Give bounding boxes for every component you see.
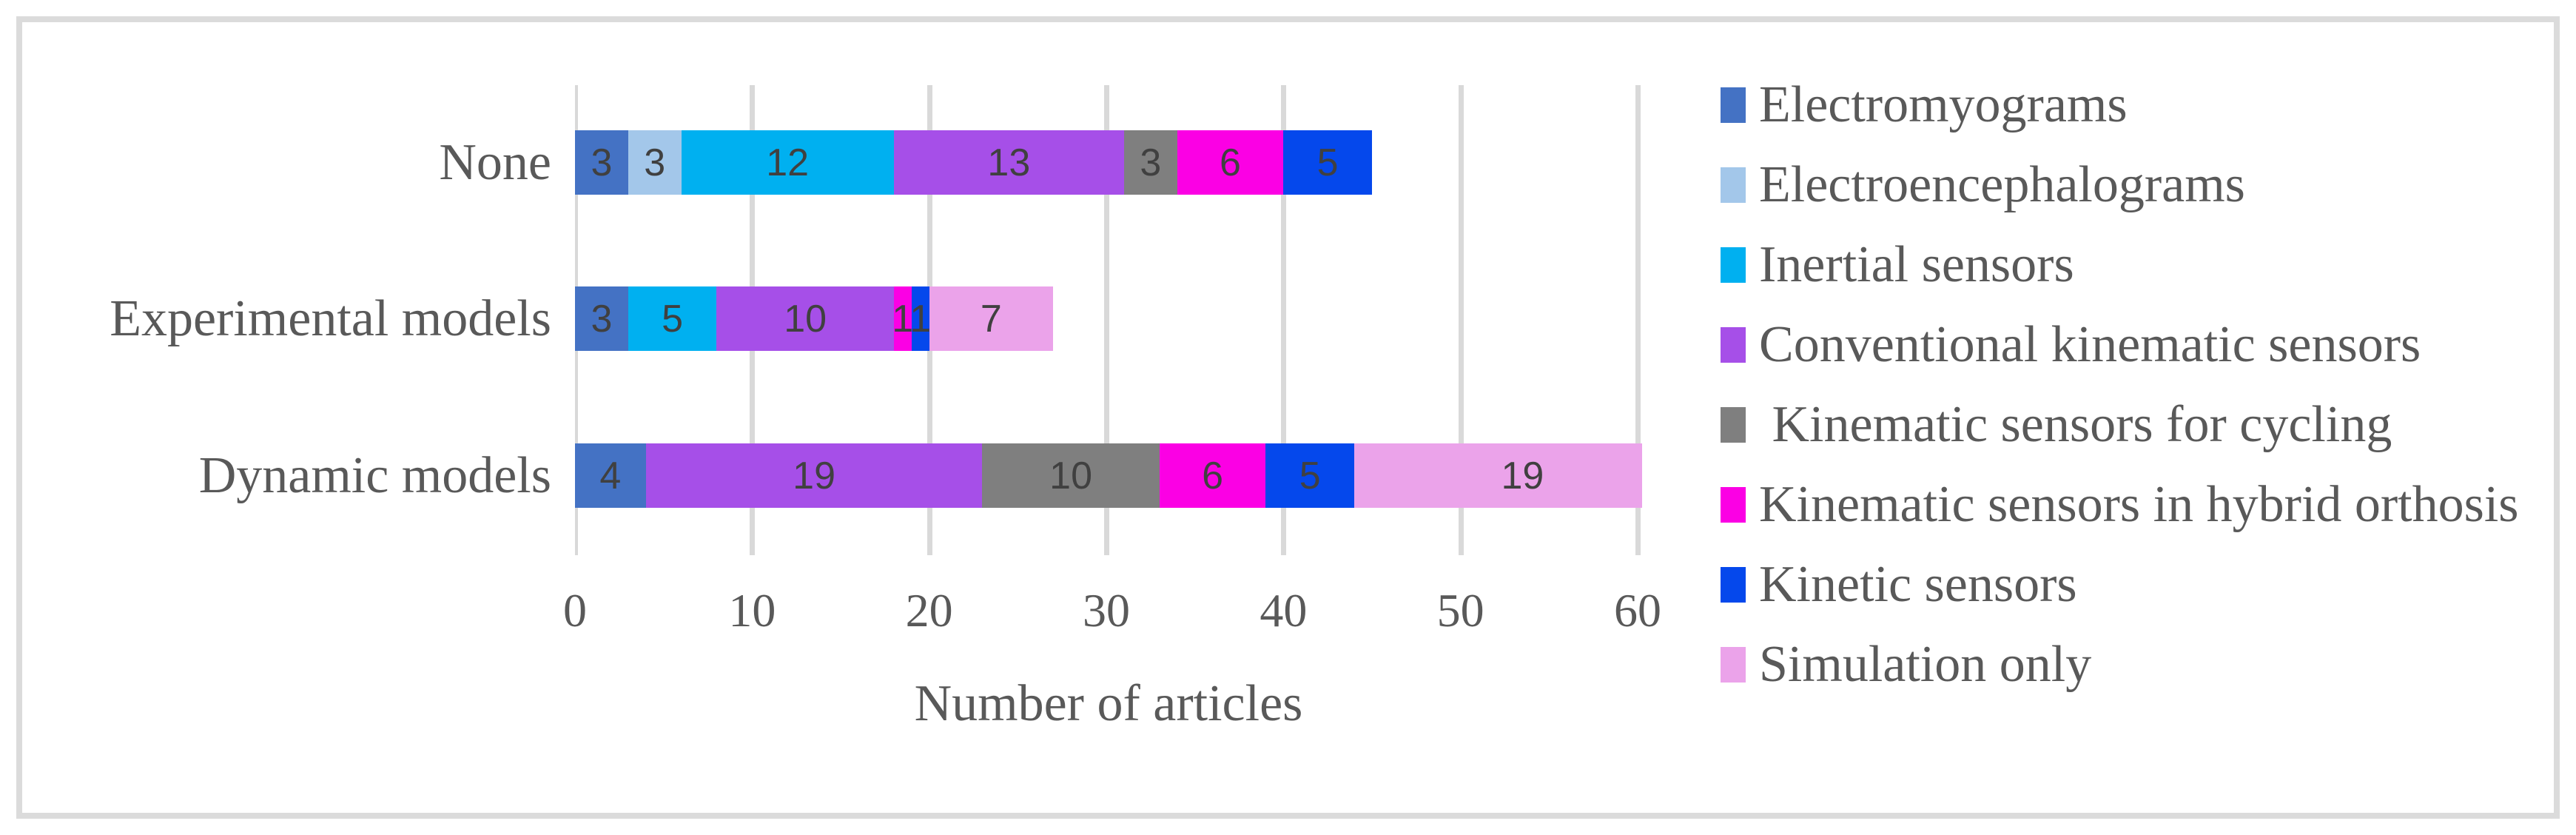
- bar-segment: 13: [893, 130, 1124, 195]
- gridline-x-40: [1281, 85, 1287, 555]
- bar-segment-label: 19: [1501, 454, 1544, 497]
- bar-segment: 3: [575, 286, 628, 351]
- legend-item: Conventional kinematic sensors: [1721, 305, 2519, 385]
- bar-segment-label: 3: [1140, 141, 1162, 184]
- category-label: Experimental models: [110, 289, 551, 347]
- legend-label: Simulation only: [1759, 636, 2092, 693]
- bar-segment-label: 6: [1202, 454, 1224, 497]
- x-tick-label: 20: [905, 584, 953, 637]
- bar-segment: 3: [575, 130, 628, 195]
- bar-segment: 12: [681, 130, 894, 195]
- bar-segment: 5: [1283, 130, 1372, 195]
- legend-swatch-icon: [1721, 567, 1746, 603]
- bar-segment-label: 13: [987, 141, 1031, 184]
- legend-item: Kinematic sensors for cycling: [1721, 385, 2519, 465]
- bar-segment: 3: [628, 130, 682, 195]
- bar-segment: 5: [1265, 443, 1355, 508]
- bar-row: 3 5 10 1 1 7: [575, 286, 1054, 351]
- x-tick-label: 40: [1260, 584, 1308, 637]
- x-tick-label: 30: [1083, 584, 1130, 637]
- bar-segment-label: 3: [591, 297, 613, 341]
- bar-segment-label: 3: [591, 141, 613, 184]
- bar-segment: 5: [628, 286, 717, 351]
- legend-label: Kinematic sensors for cycling: [1759, 396, 2392, 453]
- bar-segment: 3: [1123, 130, 1177, 195]
- bar-segment: 10: [982, 443, 1160, 508]
- gridline-x-30: [1104, 85, 1109, 555]
- legend-label: Electroencephalograms: [1759, 156, 2245, 213]
- plot-area: 3 3 12 13 3 6 5 3 5 10 1 1 7 4 19 10 6 5 19: [575, 85, 1642, 555]
- legend-item: Electromyograms: [1721, 65, 2519, 145]
- bar-segment: 10: [716, 286, 894, 351]
- gridline-x-60: [1635, 85, 1641, 555]
- legend-swatch-icon: [1721, 167, 1746, 203]
- bar-segment-label: 5: [1316, 141, 1339, 184]
- bar-row: 3 3 12 13 3 6 5: [575, 130, 1372, 195]
- legend-label: Electromyograms: [1759, 76, 2128, 133]
- legend-label: Kinematic sensors in hybrid orthosis: [1759, 476, 2519, 533]
- legend-swatch-icon: [1721, 247, 1746, 283]
- legend-item: Electroencephalograms: [1721, 145, 2519, 225]
- x-tick-label: 10: [728, 584, 776, 637]
- bar-segment: 1: [892, 286, 914, 351]
- bar-segment: 6: [1177, 130, 1284, 195]
- legend-swatch-icon: [1721, 87, 1746, 123]
- legend-swatch-icon: [1721, 647, 1746, 683]
- x-tick-label: 0: [563, 584, 587, 637]
- legend-label: Conventional kinematic sensors: [1759, 316, 2421, 373]
- bar-segment: 7: [929, 286, 1054, 351]
- x-axis-title: Number of articles: [914, 675, 1303, 732]
- bar-segment: 1: [909, 286, 932, 351]
- bar-row: 4 19 10 6 5 19: [575, 443, 1642, 508]
- legend-swatch-icon: [1721, 487, 1746, 523]
- legend-swatch-icon: [1721, 407, 1746, 443]
- x-tick-label: 50: [1436, 584, 1484, 637]
- x-tick-label: 60: [1614, 584, 1661, 637]
- bar-segment-label: 7: [980, 297, 1002, 341]
- legend-item: Kinematic sensors in hybrid orthosis: [1721, 465, 2519, 545]
- bar-segment-label: 12: [766, 141, 810, 184]
- bar-segment: 19: [1354, 443, 1642, 508]
- bar-segment-label: 19: [793, 454, 835, 497]
- legend-label: Inertial sensors: [1759, 236, 2074, 293]
- bar-segment-label: 4: [599, 454, 622, 497]
- bar-segment-label: 10: [784, 297, 827, 341]
- legend: Electromyograms Electroencephalograms Iner…: [1721, 65, 2519, 705]
- legend-item: Kinetic sensors: [1721, 545, 2519, 625]
- bar-segment-label: 1: [909, 297, 932, 341]
- legend-label: Kinetic sensors: [1759, 556, 2077, 613]
- legend-item: Simulation only: [1721, 625, 2519, 705]
- bar-segment-label: 5: [1299, 454, 1321, 497]
- category-label: Dynamic models: [198, 446, 551, 504]
- bar-segment: 19: [645, 443, 983, 508]
- category-label: None: [439, 133, 551, 191]
- legend-swatch-icon: [1721, 327, 1746, 363]
- bar-segment-label: 10: [1049, 454, 1093, 497]
- bar-segment-label: 6: [1220, 141, 1241, 184]
- bar-segment: 4: [575, 443, 646, 508]
- bar-segment: 6: [1159, 443, 1266, 508]
- bar-segment-label: 1: [892, 297, 914, 341]
- bar-segment-label: 5: [662, 297, 684, 341]
- bar-segment-label: 3: [644, 141, 666, 184]
- gridline-x-50: [1458, 85, 1464, 555]
- legend-item: Inertial sensors: [1721, 225, 2519, 305]
